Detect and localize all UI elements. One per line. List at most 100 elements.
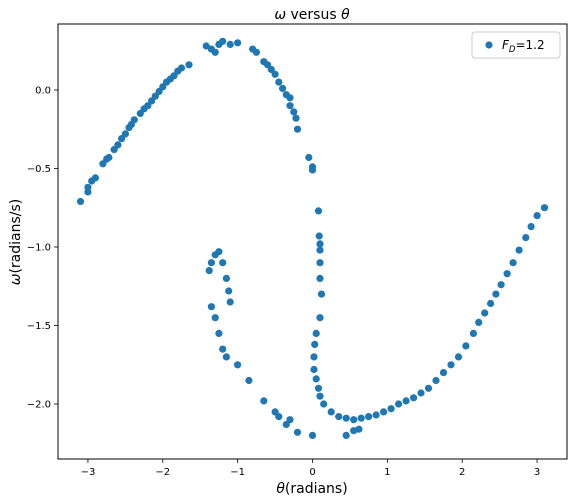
x-tick-label: 0: [309, 467, 315, 478]
data-point: [365, 413, 373, 421]
data-point: [320, 400, 328, 408]
data-point: [462, 342, 470, 350]
data-point: [305, 153, 313, 162]
data-point: [487, 299, 495, 308]
data-point: [267, 65, 275, 74]
data-point: [308, 431, 317, 439]
data-point: [314, 207, 323, 215]
data-point: [515, 246, 523, 254]
data-point: [312, 375, 320, 383]
legend-marker: [485, 41, 493, 49]
data-point: [527, 223, 535, 231]
y-axis: 0.0 −0.5 −1.0 −1.5 −2.0: [27, 85, 58, 411]
data-point: [275, 78, 283, 86]
data-point: [207, 259, 215, 267]
legend-label: FD=1.2: [502, 38, 545, 55]
data-point: [310, 365, 318, 374]
data-point: [202, 42, 210, 50]
data-point: [447, 361, 455, 369]
chart-title: ω versus θ: [274, 7, 350, 23]
legend-box: [471, 31, 561, 59]
data-point: [492, 290, 500, 298]
data-point: [533, 212, 541, 220]
data-point: [211, 48, 219, 56]
x-axis-title: θ(radians): [276, 481, 347, 497]
x-axis: −3 −2 −1 0 1 2 3: [81, 459, 540, 478]
data-point: [509, 259, 517, 267]
x-tick-label: −2: [155, 467, 170, 478]
data-point: [286, 416, 294, 424]
data-point: [260, 397, 268, 405]
data-point: [316, 259, 324, 267]
data-point: [234, 39, 242, 47]
data-point: [540, 204, 549, 212]
data-point: [355, 425, 363, 433]
y-tick-label: −0.5: [27, 164, 51, 175]
data-point: [522, 234, 530, 242]
x-tick-label: −1: [230, 467, 245, 478]
data-point: [497, 281, 505, 289]
x-tick-label: 1: [384, 467, 390, 478]
data-point: [226, 40, 234, 49]
data-point: [308, 166, 317, 174]
data-point: [226, 298, 234, 306]
data-point: [219, 345, 227, 353]
data-point: [219, 37, 227, 45]
data-point: [327, 408, 335, 416]
data-point: [310, 353, 318, 361]
data-point: [205, 267, 213, 275]
data-point: [130, 116, 138, 124]
data-point: [91, 174, 99, 182]
data-point: [317, 290, 326, 298]
data-point: [252, 48, 260, 56]
data-point: [114, 141, 122, 149]
y-tick-label: −2.0: [27, 400, 51, 411]
x-tick-label: 2: [459, 467, 465, 478]
data-point: [286, 94, 294, 102]
data-point: [222, 274, 230, 282]
data-point: [215, 329, 223, 337]
data-point: [410, 394, 418, 402]
data-point: [335, 413, 343, 421]
data-point: [439, 369, 448, 377]
data-point: [177, 64, 186, 72]
data-point: [222, 353, 230, 361]
data-point: [234, 361, 242, 369]
data-point: [144, 102, 152, 110]
data-point: [454, 353, 463, 361]
data-point: [387, 405, 395, 413]
data-point: [357, 414, 365, 422]
data-point: [207, 303, 215, 311]
data-point: [314, 384, 323, 392]
data-point: [350, 416, 358, 424]
data-point: [503, 270, 511, 278]
data-point: [211, 314, 219, 322]
data-point: [185, 61, 193, 69]
y-tick-label: −1.5: [27, 321, 51, 332]
data-point: [76, 197, 85, 206]
y-tick-label: 0.0: [35, 85, 51, 96]
y-axis-title: ω(radians/s): [8, 199, 24, 286]
data-point: [342, 431, 350, 439]
data-point: [279, 84, 287, 92]
data-points: [76, 37, 549, 439]
data-point: [417, 389, 425, 397]
data-point: [293, 125, 302, 133]
data-point: [316, 246, 324, 254]
legend: FD=1.2: [471, 31, 561, 59]
data-point: [215, 248, 223, 256]
data-point: [380, 408, 388, 416]
data-point: [225, 287, 233, 295]
data-point: [342, 414, 350, 422]
data-point: [219, 259, 227, 267]
data-point: [271, 70, 279, 78]
data-point: [402, 397, 410, 405]
data-point: [316, 392, 324, 400]
data-point: [316, 274, 324, 282]
x-tick-label: 3: [534, 467, 540, 478]
data-point: [290, 108, 298, 116]
data-point: [311, 340, 319, 348]
data-point: [245, 376, 253, 385]
